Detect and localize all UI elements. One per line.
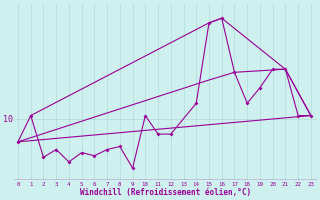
X-axis label: Windchill (Refroidissement éolien,°C): Windchill (Refroidissement éolien,°C): [80, 188, 251, 197]
